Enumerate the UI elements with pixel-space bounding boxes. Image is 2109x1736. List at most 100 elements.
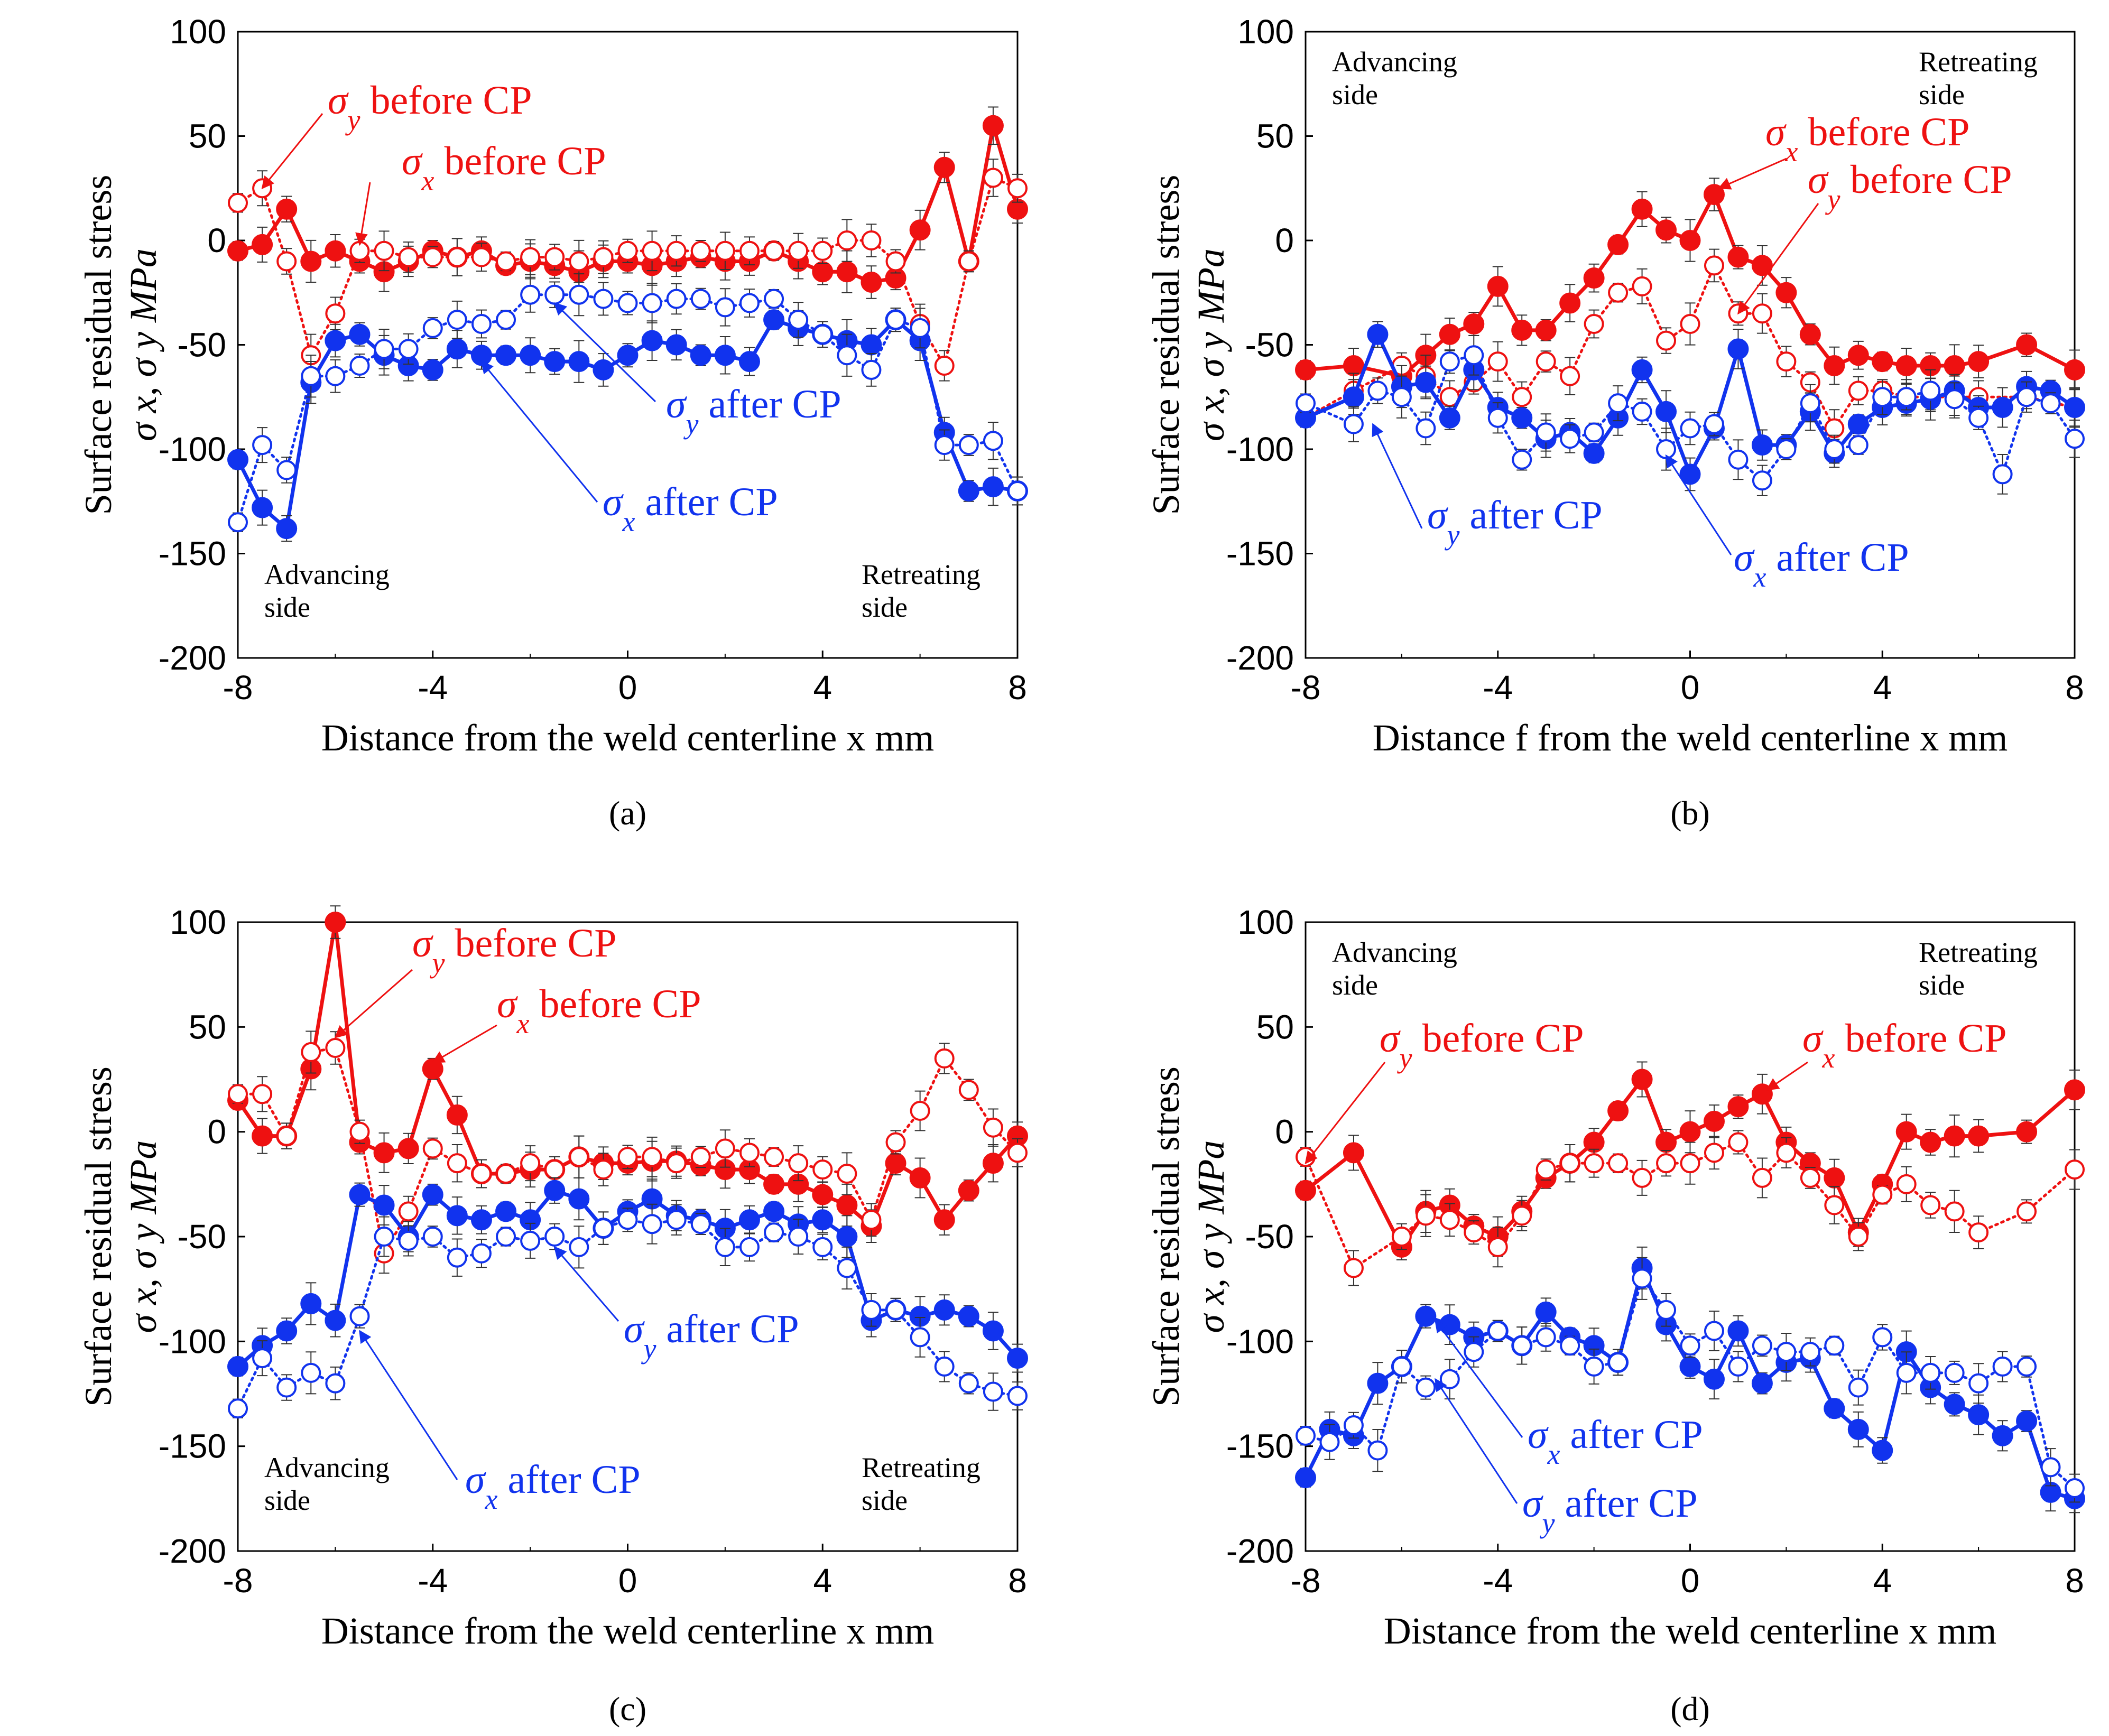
data-point: [885, 1132, 906, 1153]
data-point: [228, 512, 248, 533]
data-point: [1343, 1415, 1364, 1435]
annotation-arrow: [1305, 1062, 1386, 1165]
y-tick-label: 0: [207, 221, 226, 259]
y-tick-label: -200: [159, 639, 226, 677]
data-point: [1512, 449, 1532, 470]
data-point: [739, 1143, 760, 1163]
data-point: [300, 1293, 322, 1314]
data-point: [1968, 1222, 1989, 1243]
data-point: [1944, 1394, 1965, 1415]
data-point: [934, 1048, 955, 1069]
x-tick-label: -4: [1483, 669, 1513, 707]
annotation-arrow: [1435, 1378, 1518, 1504]
data-point: [958, 1080, 979, 1100]
annotation-subscript: y: [641, 1333, 656, 1364]
data-point: [1487, 1321, 1508, 1341]
data-point: [666, 240, 687, 261]
data-point: [933, 156, 955, 178]
data-point: [569, 251, 589, 272]
data-point: [812, 240, 833, 261]
data-point: [837, 1258, 857, 1278]
data-point: [569, 1147, 589, 1167]
data-point: [1415, 372, 1437, 393]
y-tick-label: -100: [159, 1322, 226, 1360]
data-point: [1487, 275, 1509, 297]
data-point: [1824, 439, 1845, 459]
advancing-side-label: side: [1332, 79, 1378, 110]
data-point: [1968, 407, 1989, 428]
data-point: [1391, 1227, 1412, 1247]
data-point: [1584, 1356, 1604, 1377]
data-point: [764, 1222, 784, 1243]
advancing-side-label: Advancing: [1332, 46, 1457, 78]
data-point: [1751, 434, 1773, 456]
series-annotation: σy after CP: [624, 1307, 799, 1364]
y-tick-label: -50: [1245, 1218, 1294, 1256]
data-point: [276, 198, 298, 220]
series-annotation: σx before CP: [497, 982, 701, 1039]
data-point: [1944, 389, 1965, 410]
series-annotation: σx after CP: [1528, 1413, 1703, 1470]
data-point: [1487, 351, 1508, 372]
annotation-symbol: σ: [624, 1307, 645, 1351]
x-tick-label: 4: [813, 669, 832, 707]
data-point: [1944, 1362, 1965, 1383]
data-point: [422, 1227, 443, 1247]
data-point: [1296, 1425, 1316, 1446]
series-annotation: σy before CP: [412, 921, 617, 979]
annotation-text: after CP: [1560, 1413, 1703, 1457]
data-point: [1800, 393, 1820, 414]
y-tick-label: -100: [159, 430, 226, 468]
annotation-symbol: σ: [1528, 1413, 1549, 1457]
annotation-subscript: y: [1444, 519, 1459, 551]
data-point: [544, 1227, 565, 1247]
y-tick-label: 50: [189, 1008, 226, 1046]
y-tick-label: -200: [1226, 639, 1294, 677]
data-point: [1583, 267, 1605, 289]
data-point: [665, 334, 687, 356]
data-point: [325, 303, 346, 324]
data-point: [301, 1042, 321, 1062]
data-point: [1655, 401, 1677, 422]
data-point: [1872, 1440, 1893, 1461]
data-point: [837, 345, 857, 366]
data-point: [227, 449, 248, 470]
data-point: [422, 247, 443, 267]
annotation-arrow: [1737, 203, 1819, 315]
data-point: [1367, 1440, 1388, 1461]
data-point: [1680, 1153, 1700, 1174]
data-point: [910, 318, 930, 338]
data-point: [982, 1320, 1004, 1342]
series-line: [236, 922, 1020, 1230]
data-point: [1895, 355, 1917, 376]
data-point: [690, 345, 711, 366]
data-point: [690, 289, 711, 309]
data-point: [252, 234, 273, 255]
data-point: [568, 351, 590, 373]
x-tick-label: 0: [1681, 669, 1700, 707]
data-point: [496, 1227, 516, 1247]
data-point: [1632, 276, 1652, 296]
data-point: [447, 247, 467, 267]
annotation-arrow: [359, 1330, 458, 1480]
data-point: [2016, 387, 2037, 407]
annotation-symbol: σ: [1802, 1016, 1824, 1061]
data-point: [1776, 351, 1797, 372]
y-tick-label: 0: [1275, 1113, 1294, 1151]
data-point: [1920, 380, 1941, 401]
data-point: [276, 251, 297, 272]
y-tick-label: -150: [159, 535, 226, 573]
data-point: [2064, 1079, 2085, 1101]
y-tick-label: 0: [1275, 221, 1294, 259]
data-point: [1944, 1125, 1965, 1147]
data-point: [349, 356, 370, 376]
data-point: [520, 284, 541, 305]
data-point: [2064, 359, 2085, 380]
data-point: [325, 240, 346, 262]
data-point: [276, 1126, 297, 1146]
data-point: [934, 435, 955, 456]
data-point: [1728, 1356, 1749, 1377]
data-point: [2065, 429, 2085, 449]
data-point: [276, 460, 297, 480]
data-point: [520, 247, 541, 267]
